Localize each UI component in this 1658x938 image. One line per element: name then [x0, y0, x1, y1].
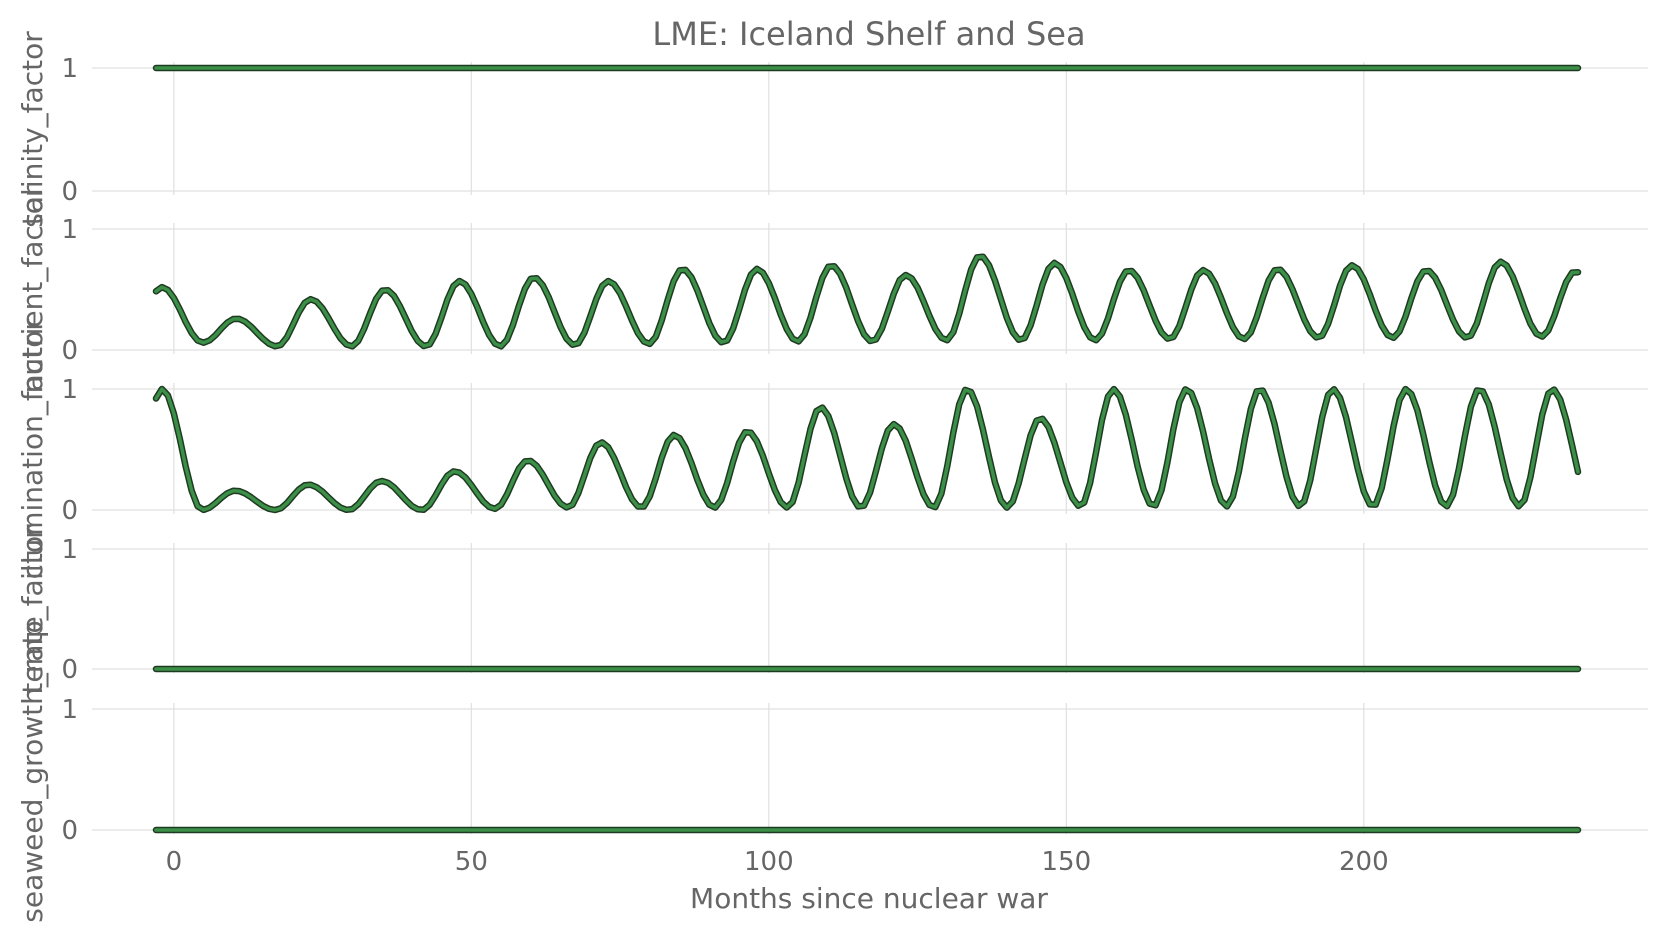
- series-line-illumination_factor: [154, 387, 1580, 512]
- y-tick-label: 1: [61, 695, 78, 725]
- y-axis-label-illumination_factor: illumination_factor: [16, 319, 49, 580]
- y-tick-label: 1: [61, 535, 78, 565]
- x-axis-label: Months since nuclear war: [690, 882, 1048, 915]
- grid-layer: [92, 62, 1648, 834]
- x-tick-label: 100: [744, 847, 794, 877]
- y-tick-label: 0: [61, 496, 78, 526]
- y-tick-label: 0: [61, 177, 78, 207]
- y-tick-label: 1: [61, 375, 78, 405]
- y-axis-label-temp_factor: temp_factor: [16, 524, 49, 694]
- y-tick-label: 0: [61, 336, 78, 366]
- x-tick-label: 0: [166, 847, 183, 877]
- x-tick-label: 150: [1041, 847, 1091, 877]
- y-tick-label: 0: [61, 816, 78, 846]
- y-tick-label: 1: [61, 54, 78, 84]
- y-axis-label-salinity_factor: salinity_factor: [16, 31, 49, 228]
- y-axis-label-seaweed_growth_rate: seaweed_growth_rate: [16, 616, 49, 922]
- y-tick-label: 1: [61, 215, 78, 245]
- series-line-edge-nutrient_factor: [152, 253, 1582, 350]
- series-line-nutrient_factor: [154, 254, 1580, 349]
- y-tick-label: 0: [61, 655, 78, 685]
- ylabel-layer: salinity_factornutrient_factorilluminati…: [16, 31, 49, 923]
- series-layer: [152, 64, 1582, 834]
- y-axis-label-nutrient_factor: nutrient_factor: [16, 185, 49, 393]
- x-tick-label: 200: [1339, 847, 1389, 877]
- chart-title: LME: Iceland Shelf and Sea: [652, 15, 1085, 53]
- x-tick-label: 50: [455, 847, 488, 877]
